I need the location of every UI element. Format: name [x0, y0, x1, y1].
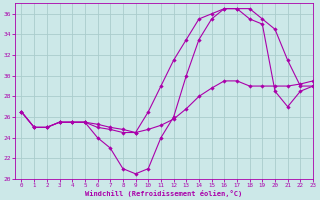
X-axis label: Windchill (Refroidissement éolien,°C): Windchill (Refroidissement éolien,°C) — [85, 190, 243, 197]
